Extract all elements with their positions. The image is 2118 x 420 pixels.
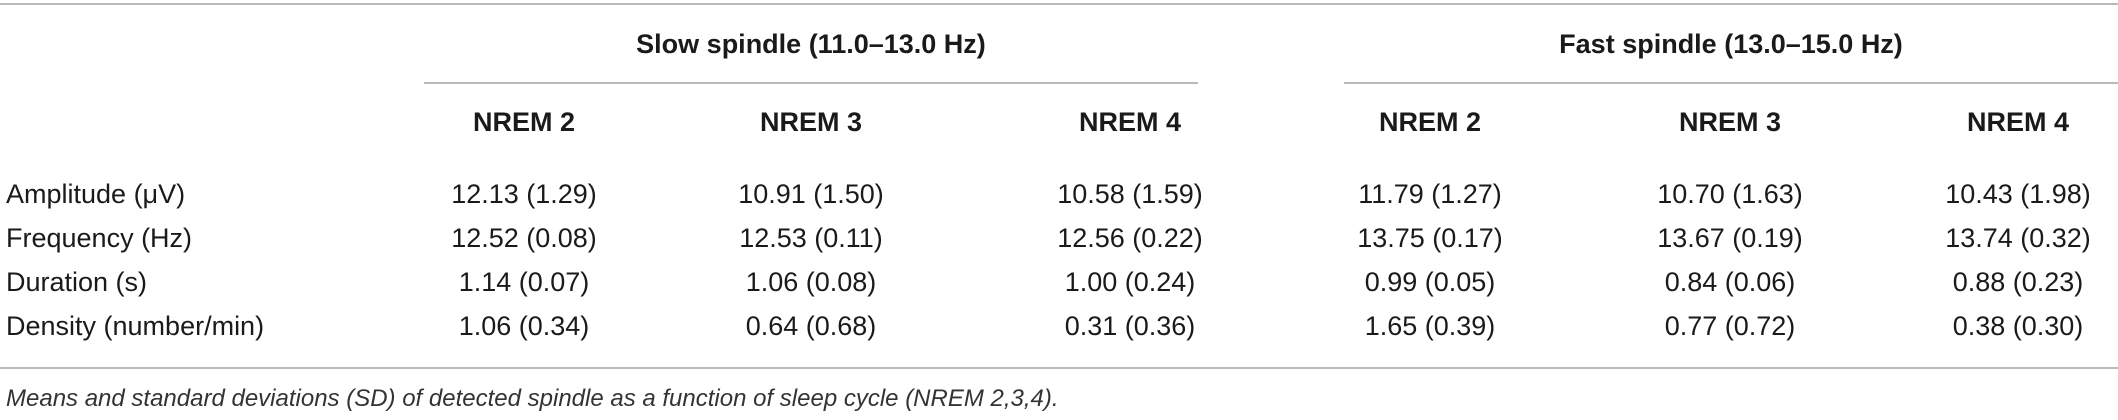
table-cell: 1.14 (0.07) <box>458 267 590 297</box>
table-caption: Means and standard deviations (SD) of de… <box>6 385 1059 412</box>
table-top-rule <box>0 3 2118 5</box>
column-header: NREM 4 <box>1966 107 2069 137</box>
table-cell: 0.77 (0.72) <box>1664 311 1796 341</box>
table-cell: 1.00 (0.24) <box>1064 267 1196 297</box>
table-row: Frequency (Hz) 12.52 (0.08) 12.53 (0.11)… <box>0 216 2118 260</box>
column-header: NREM 2 <box>472 107 575 137</box>
table-cell: 13.75 (0.17) <box>1357 223 1503 253</box>
table-cell: 13.67 (0.19) <box>1657 223 1803 253</box>
row-label: Duration (s) <box>6 267 148 297</box>
table-cell: 11.79 (1.27) <box>1358 179 1502 209</box>
row-label: Frequency (Hz) <box>6 223 193 253</box>
table-cell: 12.53 (0.11) <box>739 223 883 253</box>
column-header: NREM 2 <box>1378 107 1481 137</box>
table-cell: 1.06 (0.08) <box>745 267 877 297</box>
table-cell: 0.84 (0.06) <box>1664 267 1796 297</box>
table-cell: 12.56 (0.22) <box>1057 223 1203 253</box>
table-cell: 10.58 (1.59) <box>1057 179 1203 209</box>
table-row: Density (number/min) 1.06 (0.34) 0.64 (0… <box>0 304 2118 348</box>
group-header-slow-spindle: Slow spindle (11.0–13.0 Hz) <box>636 29 986 59</box>
table-cell: 13.74 (0.32) <box>1945 223 2091 253</box>
table-row: Amplitude (μV) 12.13 (1.29) 10.91 (1.50)… <box>0 172 2118 216</box>
group-rule-slow <box>424 82 1198 84</box>
row-label: Density (number/min) <box>6 311 265 341</box>
table-cell: 10.70 (1.63) <box>1657 179 1803 209</box>
table-bottom-rule <box>0 367 2118 369</box>
table-row: Duration (s) 1.14 (0.07) 1.06 (0.08) 1.0… <box>0 260 2118 304</box>
table-cell: 10.91 (1.50) <box>738 179 884 209</box>
table-cell: 0.31 (0.36) <box>1064 311 1196 341</box>
table-cell: 1.06 (0.34) <box>458 311 590 341</box>
column-header: NREM 4 <box>1078 107 1181 137</box>
table-cell: 12.13 (1.29) <box>451 179 597 209</box>
row-label: Amplitude (μV) <box>6 179 186 209</box>
group-rule-fast <box>1344 82 2118 84</box>
column-header: NREM 3 <box>759 107 862 137</box>
table-cell: 0.38 (0.30) <box>1952 311 2084 341</box>
table-cell: 12.52 (0.08) <box>451 223 597 253</box>
table-cell: 0.64 (0.68) <box>745 311 877 341</box>
table-cell: 1.65 (0.39) <box>1364 311 1496 341</box>
column-header: NREM 3 <box>1678 107 1781 137</box>
table-cell: 0.99 (0.05) <box>1364 267 1496 297</box>
table-cell: 10.43 (1.98) <box>1945 179 2091 209</box>
table-cell: 0.88 (0.23) <box>1952 267 2084 297</box>
group-header-fast-spindle: Fast spindle (13.0–15.0 Hz) <box>1559 29 1903 59</box>
